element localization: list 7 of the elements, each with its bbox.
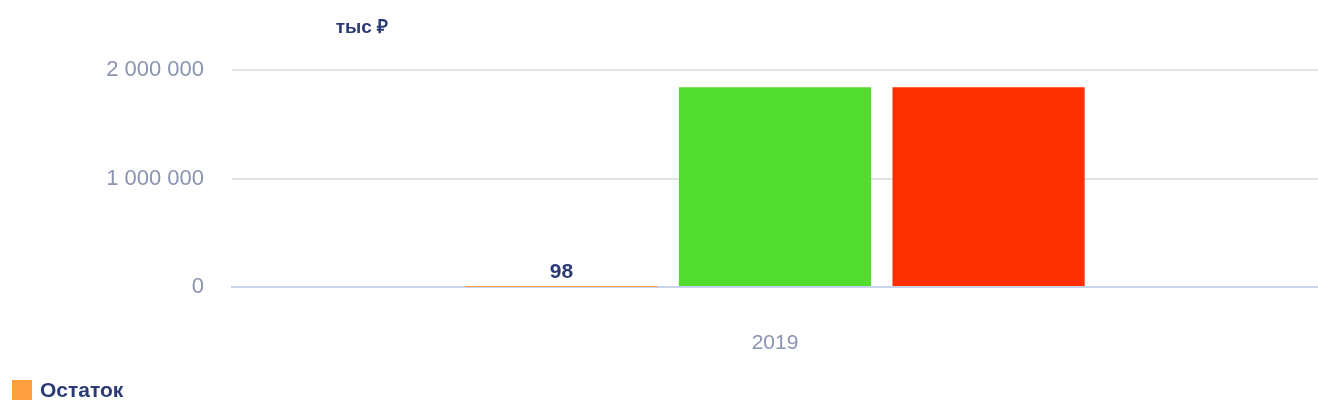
y-tick-label: 0 (191, 273, 204, 299)
x-tick-label: 2019 (751, 330, 799, 354)
y-tick-label: 2 000 000 (106, 56, 204, 82)
y-axis-title: тыс ₽ (335, 16, 389, 38)
legend-label: Остаток (40, 377, 124, 400)
data-label: 98 (549, 259, 574, 283)
y-tick-label: 1 000 000 (106, 164, 204, 190)
